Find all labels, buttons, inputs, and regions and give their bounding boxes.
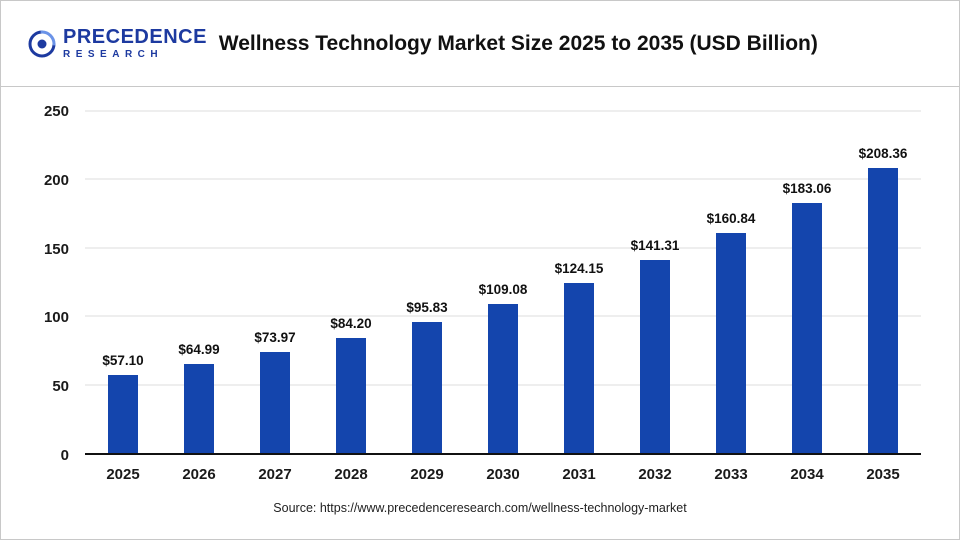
bar-value-label: $73.97 [254, 329, 296, 345]
bar-column: $141.31 [617, 111, 693, 453]
bar-column: $73.97 [237, 111, 313, 453]
x-tick-label: 2027 [258, 466, 292, 483]
x-axis: 2025 2026 2027 2028 2029 2030 2031 2032 2033 2034… [85, 455, 921, 483]
bar-column: $109.08 [465, 111, 541, 453]
bar-column: $160.84 [693, 111, 769, 453]
y-tick-label: 0 [60, 447, 69, 464]
logo-line2: RESEARCH [63, 48, 164, 60]
x-tick-label: 2033 [714, 466, 748, 483]
bar [260, 351, 290, 453]
logo-swoosh-icon [28, 30, 56, 57]
bar-value-label: $124.15 [554, 261, 604, 277]
bar [336, 337, 366, 453]
bar-value-label: $160.84 [706, 210, 756, 226]
bar-value-label: $95.83 [406, 299, 448, 315]
header: PRECEDENCE RESEARCH Wellness Technology … [1, 1, 959, 87]
bar-value-label: $57.10 [102, 352, 144, 368]
chart-title: Wellness Technology Market Size 2025 to … [218, 31, 818, 55]
bar-value-label: $208.36 [858, 145, 908, 161]
bar [184, 364, 214, 453]
y-tick-label: 250 [43, 103, 69, 120]
bar [488, 303, 518, 453]
y-axis: 0 50 100 150 200 250 [23, 103, 85, 464]
gridline [85, 110, 921, 112]
bar [716, 232, 746, 453]
x-tick-label: 2028 [334, 466, 368, 483]
bars: $57.10 $64.99 $73.97 $84.20 $95.83 $109.08 $12… [85, 111, 921, 453]
footer: Source: https://www.precedenceresearch.c… [1, 499, 959, 517]
x-tick-label: 2032 [638, 466, 672, 483]
bar-value-label: $64.99 [178, 342, 220, 358]
bar [792, 202, 822, 453]
gridline [85, 247, 921, 249]
bar-value-label: $183.06 [782, 180, 832, 196]
logo-line1: PRECEDENCE [63, 25, 207, 48]
x-tick-label: 2029 [410, 466, 444, 483]
logo: PRECEDENCE RESEARCH [27, 25, 207, 61]
x-tick-label: 2030 [486, 466, 520, 483]
bar [564, 283, 594, 453]
bar-column: $124.15 [541, 111, 617, 453]
gridline [85, 178, 921, 180]
bar-column: $208.36 [845, 111, 921, 453]
bar [868, 167, 898, 453]
bar-column: $95.83 [389, 111, 465, 453]
plot-area: $57.10 $64.99 $73.97 $84.20 $95.83 $109.08 $12… [85, 110, 921, 455]
bar-column: $64.99 [161, 111, 237, 453]
source-text: Source: https://www.precedenceresearch.c… [273, 501, 687, 515]
y-tick-label: 50 [52, 378, 69, 396]
bar-column: $183.06 [769, 111, 845, 453]
y-tick-label: 100 [43, 309, 69, 327]
bar-value-label: $84.20 [330, 315, 372, 331]
bar-value-label: $109.08 [478, 281, 528, 297]
x-tick-label: 2035 [866, 466, 900, 483]
bar-column: $57.10 [85, 111, 161, 453]
x-tick-label: 2034 [790, 466, 824, 483]
bar-value-label: $141.31 [630, 237, 680, 253]
x-tick-label: 2031 [562, 466, 596, 483]
bar [108, 374, 138, 453]
chart-section: 0 50 100 150 200 250 $57.10 $64.99 $73.97 $84.20… [1, 87, 959, 483]
y-tick-label: 150 [43, 240, 69, 258]
x-tick-label: 2026 [182, 466, 216, 483]
bar-column: $84.20 [313, 111, 389, 453]
logo-text: PRECEDENCE RESEARCH [63, 25, 207, 61]
y-tick-label: 200 [43, 171, 69, 189]
x-tick-label: 2025 [106, 466, 140, 483]
bar [640, 259, 670, 453]
bar [412, 321, 442, 453]
